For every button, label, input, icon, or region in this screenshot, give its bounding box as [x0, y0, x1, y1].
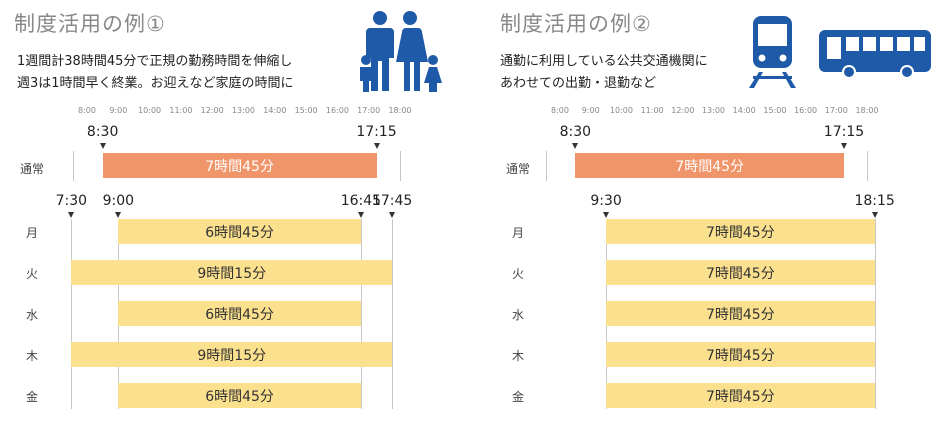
day-bar: 7時間45分 — [606, 342, 875, 367]
time-tick-label: 18:00 — [855, 106, 879, 115]
normal-right-divider — [867, 151, 868, 181]
shift-time-label: 9:00 — [102, 193, 135, 209]
example-2-panel: 制度活用の例② 通勤に利用している公共交通機関に あわせての出勤・退勤など 8:… — [475, 0, 935, 427]
day-bar: 9時間15分 — [71, 342, 393, 367]
time-tick-label: 15:00 — [294, 106, 318, 115]
time-tick-label: 11:00 — [640, 106, 664, 115]
train-icon — [749, 16, 796, 88]
normal-start-time: 8:30 — [559, 124, 592, 140]
time-tick-label: 14:00 — [263, 106, 287, 115]
day-label: 月 — [511, 226, 524, 240]
day-label: 水 — [511, 308, 524, 322]
day-label: 火 — [511, 267, 524, 281]
shift-time-marker — [68, 212, 75, 218]
shift-time-label: 16:45 — [340, 193, 382, 209]
shift-time-marker — [357, 212, 364, 218]
day-label: 木 — [511, 349, 524, 363]
normal-end-marker — [840, 143, 847, 149]
day-bar: 7時間45分 — [606, 260, 875, 285]
day-label: 金 — [25, 390, 38, 404]
example-1-desc-line1: 1週間計38時間45分で正規の勤務時間を伸縮し — [17, 54, 293, 69]
time-tick-label: 10:00 — [138, 106, 162, 115]
time-tick-label: 8:00 — [551, 106, 569, 115]
shift-time-guide — [360, 219, 362, 409]
shift-time-marker — [115, 212, 122, 218]
normal-end-marker — [373, 143, 380, 149]
day-bar: 7時間45分 — [606, 383, 875, 408]
normal-end-time: 17:15 — [356, 124, 397, 140]
normal-start-time: 8:30 — [86, 124, 119, 140]
time-tick-label: 8:00 — [78, 106, 96, 115]
day-bar: 9時間15分 — [71, 260, 393, 285]
day-bar: 7時間45分 — [606, 219, 875, 244]
time-tick-label: 16:00 — [325, 106, 349, 115]
day-label: 金 — [511, 390, 524, 404]
time-tick-label: 12:00 — [200, 106, 224, 115]
time-tick-label: 11:00 — [169, 106, 193, 115]
time-tick-label: 17:00 — [357, 106, 381, 115]
shift-time-label: 7:30 — [55, 193, 88, 209]
time-tick-label: 13:00 — [701, 106, 726, 115]
shift-time-label: 17:45 — [371, 193, 413, 209]
normal-bar: 7時間45分 — [575, 153, 844, 178]
day-label: 水 — [25, 308, 38, 322]
time-tick-label: 18:00 — [388, 106, 412, 115]
bus-icon — [819, 30, 931, 79]
shift-time-label: 18:15 — [854, 193, 895, 209]
normal-left-divider — [546, 151, 547, 181]
normal-start-marker — [99, 143, 106, 149]
example-1-title: 制度活用の例① — [14, 12, 166, 36]
normal-start-marker — [572, 143, 579, 149]
shift-time-guide — [874, 219, 876, 409]
shift-time-guide — [71, 219, 73, 409]
shift-time-marker — [389, 212, 396, 218]
normal-row-label: 通常 — [19, 162, 44, 176]
time-tick-label: 10:00 — [609, 106, 633, 115]
time-tick-label: 14:00 — [732, 106, 756, 115]
day-label: 木 — [25, 349, 38, 363]
day-bar: 6時間45分 — [118, 219, 361, 244]
shift-time-guide — [392, 219, 394, 409]
normal-bar: 7時間45分 — [102, 153, 377, 178]
day-label: 月 — [25, 226, 38, 240]
example-2-desc-line1: 通勤に利用している公共交通機関に — [500, 54, 708, 69]
example-2-title: 制度活用の例② — [500, 12, 652, 36]
time-tick-label: 15:00 — [763, 106, 787, 115]
day-bar: 7時間45分 — [606, 301, 875, 326]
shift-time-marker — [871, 212, 878, 218]
shift-time-marker — [603, 212, 610, 218]
time-tick-label: 17:00 — [824, 106, 848, 115]
time-tick-label: 12:00 — [671, 106, 695, 115]
normal-right-divider — [400, 151, 401, 181]
shift-time-label: 9:30 — [590, 193, 622, 209]
example-1-desc-line2: 週3は1時間早く終業。お迎えなど家庭の時間に — [17, 76, 294, 91]
time-tick-label: 9:00 — [581, 106, 600, 115]
example-1-panel: 制度活用の例① 1週間計38時間45分で正規の勤務時間を伸縮し 週3は1時間早く… — [0, 0, 460, 427]
normal-row-label: 通常 — [505, 162, 530, 176]
time-tick-label: 16:00 — [794, 106, 818, 115]
time-tick-label: 9:00 — [109, 106, 128, 115]
day-bar: 6時間45分 — [118, 301, 361, 326]
normal-end-time: 17:15 — [823, 124, 865, 140]
day-label: 火 — [25, 267, 38, 281]
day-bar: 6時間45分 — [118, 383, 361, 408]
time-tick-label: 13:00 — [231, 106, 256, 115]
family-icon — [360, 11, 442, 92]
normal-left-divider — [73, 151, 74, 181]
example-2-desc-line2: あわせての出勤・退勤など — [500, 76, 657, 91]
